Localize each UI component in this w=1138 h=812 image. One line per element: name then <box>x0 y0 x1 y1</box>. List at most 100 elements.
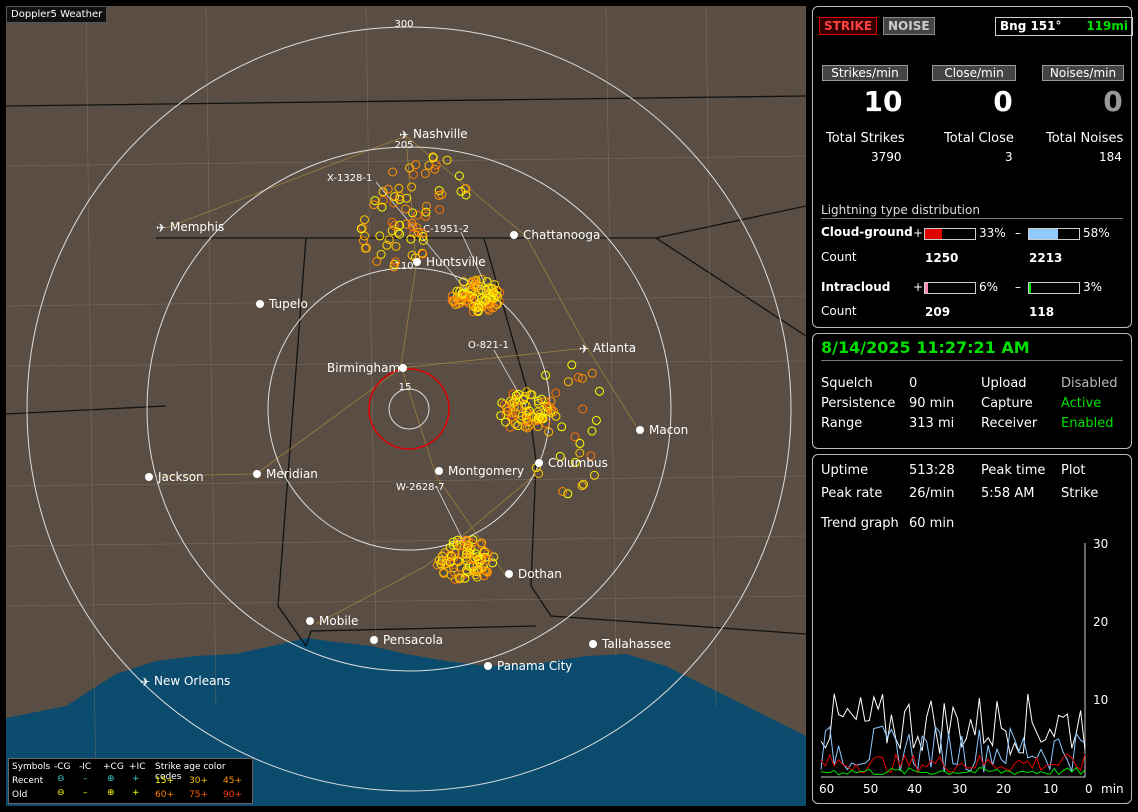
strike-marker <box>520 422 530 432</box>
strike-marker <box>449 297 459 307</box>
map-canvas[interactable]: 300 205 110 15 X-1328-1 C-1951-2 O-821-1… <box>6 6 806 806</box>
city-label: Nashville <box>413 127 468 141</box>
strike-marker <box>360 243 370 253</box>
strike-marker <box>470 555 479 565</box>
strike-marker <box>517 411 527 421</box>
strike-marker <box>483 567 492 577</box>
strike-marker <box>541 418 551 428</box>
ic-plus-sign: + <box>913 280 924 294</box>
strike-marker <box>471 565 481 575</box>
strike-marker <box>551 411 561 421</box>
strike-marker <box>447 291 457 301</box>
legend-recent: Recent <box>12 776 44 786</box>
strike-marker <box>567 360 577 370</box>
plot-value[interactable]: Strike <box>1061 486 1099 501</box>
cell-tag[interactable]: X-1328-1 <box>327 173 372 184</box>
cell-tag[interactable]: O-821-1 <box>468 340 509 351</box>
strike-marker <box>455 573 465 583</box>
cg-count-label: Count <box>821 250 857 264</box>
city-dot <box>535 459 543 467</box>
strikes-per-min: 10 <box>863 85 903 118</box>
y-tick: 30 <box>1093 537 1108 551</box>
neg-cg-recent-icon: ⊖ <box>57 774 65 784</box>
upload-label: Upload <box>981 376 1027 391</box>
city-label: Montgomery <box>448 464 524 478</box>
strike-marker <box>442 155 452 165</box>
strike-marker <box>484 306 494 315</box>
city-label: New Orleans <box>154 674 230 688</box>
cell-tag[interactable]: W-2628-7 <box>396 482 445 493</box>
strike-marker <box>489 280 499 290</box>
range-label-300: 300 <box>394 19 413 30</box>
cg-positive-count: 1250 <box>925 251 959 265</box>
strike-marker <box>407 182 417 192</box>
strike-marker <box>395 229 404 239</box>
cg-positive-bar <box>924 228 976 240</box>
range-label-15: 15 <box>399 382 412 393</box>
strike-marker <box>356 224 366 234</box>
x-tick: 50 <box>863 782 878 796</box>
strike-marker <box>563 377 573 387</box>
strike-marker <box>523 417 533 427</box>
strike-marker <box>513 396 523 405</box>
strike-marker <box>395 220 405 230</box>
state-borders <box>6 95 806 647</box>
strike-marker <box>369 200 379 210</box>
close-range-ring <box>368 368 450 450</box>
strike-marker <box>563 489 573 499</box>
strike-marker <box>541 370 551 380</box>
strike-marker <box>418 236 428 245</box>
strike-marker <box>451 300 460 309</box>
y-tick: 10 <box>1093 693 1108 707</box>
y-tick: 20 <box>1093 615 1108 629</box>
uptime-value: 513:28 <box>909 463 955 478</box>
city-dot <box>370 636 378 644</box>
cell-tag[interactable]: C-1951-2 <box>423 224 469 235</box>
county-lines <box>6 6 806 806</box>
trend-series <box>820 725 1086 773</box>
datetime: 8/14/2025 11:27:21 AM <box>821 338 1030 357</box>
strike-marker <box>383 184 393 194</box>
noise-button[interactable]: NOISE <box>883 17 935 35</box>
strike-marker <box>469 302 479 311</box>
city-dot <box>145 473 153 481</box>
strike-marker <box>471 570 481 580</box>
strike-marker <box>534 469 544 478</box>
strike-marker <box>391 257 401 267</box>
strike-marker <box>577 481 587 491</box>
strike-marker <box>395 194 404 204</box>
app-title: Doppler5 Weather <box>6 6 108 23</box>
receiver-value: Enabled <box>1061 416 1114 431</box>
strike-marker <box>375 231 385 241</box>
strike-marker <box>409 170 418 179</box>
strike-marker <box>448 540 458 550</box>
strike-marker <box>507 408 517 418</box>
strike-marker <box>376 249 386 259</box>
strike-marker <box>465 561 474 571</box>
legend-symbols-label: Symbols <box>12 762 51 772</box>
plot-label: Plot <box>1061 463 1086 478</box>
strike-marker <box>377 202 387 212</box>
x-tick: 40 <box>907 782 922 796</box>
strike-marker <box>452 286 462 296</box>
cg-negative-count: 2213 <box>1029 251 1063 265</box>
x-tick: 60 <box>819 782 834 796</box>
strike-marker <box>470 279 480 289</box>
strike-marker <box>393 227 403 237</box>
airport-icon: ✈ <box>140 675 150 689</box>
strike-marker <box>514 389 523 399</box>
strike-marker <box>454 574 464 584</box>
strike-marker <box>462 567 472 577</box>
distance: 119mi <box>1086 19 1128 33</box>
trend-series <box>820 693 1086 757</box>
strike-marker <box>482 555 492 565</box>
legend-neg-ic: -IC <box>79 762 92 772</box>
trend-graph-value[interactable]: 60 min <box>909 516 955 531</box>
strike-marker <box>460 573 470 583</box>
legend-neg-cg: -CG <box>54 762 71 772</box>
strike-button[interactable]: STRIKE <box>819 17 878 35</box>
pos-cg-recent-icon: ⊕ <box>107 774 115 784</box>
cg-plus-sign: + <box>913 226 924 240</box>
lightning-map[interactable]: 300 205 110 15 X-1328-1 C-1951-2 O-821-1… <box>6 6 806 806</box>
strike-marker <box>523 423 532 433</box>
